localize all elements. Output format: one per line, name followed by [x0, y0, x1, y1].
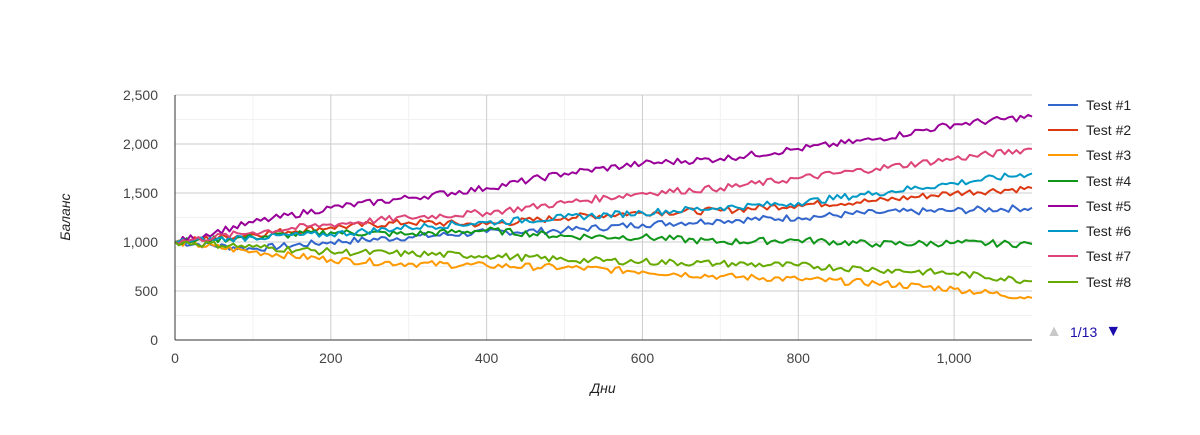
legend-item[interactable]: Test #1 [1048, 92, 1188, 117]
legend-label: Test #8 [1086, 273, 1132, 290]
y-tick-label: 1,000 [123, 234, 158, 250]
series-line-test-2 [174, 185, 1033, 244]
y-axis-title: Баланс [57, 193, 73, 240]
legend-label: Test #2 [1086, 121, 1132, 138]
series-line-test-7 [174, 147, 1033, 245]
gridlines [175, 94, 1032, 340]
legend-pager: ▲ 1/13 ▼ [1046, 322, 1121, 342]
x-tick-label: 1,000 [937, 350, 972, 366]
legend-label: Test #4 [1086, 172, 1132, 189]
series-lines [174, 113, 1033, 300]
legend-item[interactable]: Test #8 [1048, 269, 1188, 294]
x-axis-title: Дни [588, 380, 616, 396]
legend-item[interactable]: Test #6 [1048, 218, 1188, 243]
legend-swatch [1048, 103, 1078, 106]
y-tick-label: 500 [135, 283, 159, 299]
triangle-up-icon[interactable]: ▲ [1046, 323, 1062, 340]
legend-item[interactable]: Test #7 [1048, 244, 1188, 269]
legend-swatch [1048, 154, 1078, 157]
legend-item[interactable]: Test #5 [1048, 193, 1188, 218]
series-line-test-8 [174, 240, 1033, 285]
axes: 0 500 1,000 1,500 2,000 2,500 0 200 400 600 800 1,0… [123, 87, 1032, 366]
y-tick-label: 1,500 [123, 185, 158, 201]
x-tick-label: 600 [631, 350, 655, 366]
legend-label: Test #6 [1086, 223, 1132, 240]
legend-label: Test #3 [1086, 147, 1132, 164]
legend-page-indicator: 1/13 [1070, 324, 1098, 340]
series-line-test-3 [174, 239, 1033, 300]
x-tick-label: 200 [319, 350, 343, 366]
y-tick-label: 2,500 [123, 87, 158, 103]
legend-label: Test #7 [1086, 248, 1132, 265]
legend-swatch [1048, 128, 1078, 131]
legend-swatch [1048, 204, 1078, 207]
x-tick-label: 400 [475, 350, 499, 366]
series-line-test-6 [174, 172, 1033, 244]
legend-swatch [1048, 179, 1078, 182]
y-tick-label: 2,000 [123, 136, 158, 152]
series-line-test-5 [174, 113, 1033, 245]
legend-label: Test #5 [1086, 197, 1132, 214]
legend-swatch [1048, 255, 1078, 258]
legend-swatch [1048, 230, 1078, 233]
legend-label: Test #1 [1086, 96, 1132, 113]
series-line-test-1 [174, 204, 1033, 252]
x-tick-label: 800 [787, 350, 811, 366]
triangle-down-icon[interactable]: ▼ [1105, 323, 1122, 340]
legend-item[interactable]: Test #4 [1048, 168, 1188, 193]
legend-item[interactable]: Test #2 [1048, 117, 1188, 142]
legend-item[interactable]: Test #3 [1048, 143, 1188, 168]
x-tick-label: 0 [171, 350, 179, 366]
legend: Test #1 Test #2 Test #3 Test #4 Test #5 Test … [1048, 92, 1188, 294]
y-tick-label: 0 [150, 332, 158, 348]
legend-swatch [1048, 280, 1078, 283]
